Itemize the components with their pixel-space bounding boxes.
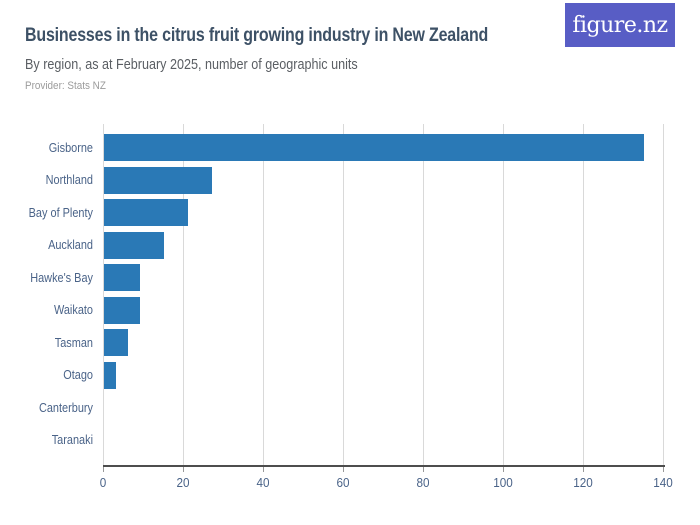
y-axis-label: Canterbury <box>38 399 93 415</box>
bar <box>104 329 128 356</box>
x-axis-tick <box>262 466 264 472</box>
x-axis-tick <box>502 466 504 472</box>
bar <box>104 361 116 389</box>
x-axis-tick-label: 140 <box>653 475 673 490</box>
figurenz-logo-text: figure.nz <box>572 12 668 38</box>
gridline <box>662 124 664 465</box>
provider-credit: Provider: Stats NZ <box>25 80 106 92</box>
x-axis-tick-label: 80 <box>416 475 430 490</box>
y-axis-label: Bay of Plenty <box>28 204 93 220</box>
gridline <box>182 124 184 465</box>
y-axis-label: Northland <box>45 172 93 187</box>
x-axis-tick-label: 20 <box>176 475 190 490</box>
bar <box>104 166 212 194</box>
y-axis-label: Auckland <box>48 237 93 252</box>
x-axis-tick <box>182 466 184 472</box>
x-axis-tick-label: 0 <box>99 475 107 490</box>
bar <box>104 231 164 259</box>
x-axis-tick <box>342 466 344 472</box>
bar <box>104 264 140 291</box>
x-axis-tick-label: 60 <box>336 475 350 490</box>
y-axis-label: Waikato <box>53 302 93 317</box>
x-axis-tick <box>422 466 424 472</box>
y-axis-label: Taranaki <box>51 432 93 447</box>
page-subtitle: By region, as at February 2025, number o… <box>25 56 358 73</box>
bar <box>104 199 188 226</box>
y-axis-label: Otago <box>63 367 93 382</box>
y-axis-label: Gisborne <box>48 139 93 155</box>
figurenz-logo[interactable]: figure.nz <box>565 3 675 47</box>
page-title: Businesses in the citrus fruit growing i… <box>25 25 489 46</box>
gridline <box>502 124 504 465</box>
bar <box>104 296 140 324</box>
y-axis-label: Tasman <box>54 334 93 350</box>
x-axis-tick-label: 100 <box>493 475 513 490</box>
x-axis-tick-label: 120 <box>573 475 593 490</box>
x-axis-tick <box>582 466 584 472</box>
gridline <box>342 124 344 465</box>
gridline <box>582 124 584 465</box>
gridline <box>262 124 264 465</box>
x-axis-tick-label: 40 <box>256 475 270 490</box>
gridline <box>422 124 424 465</box>
bar <box>104 134 644 161</box>
x-axis-line <box>103 464 665 467</box>
x-axis-tick <box>662 466 664 472</box>
x-axis-tick <box>102 466 104 472</box>
y-axis-label: Hawke's Bay <box>30 269 93 285</box>
gridline <box>102 124 104 465</box>
